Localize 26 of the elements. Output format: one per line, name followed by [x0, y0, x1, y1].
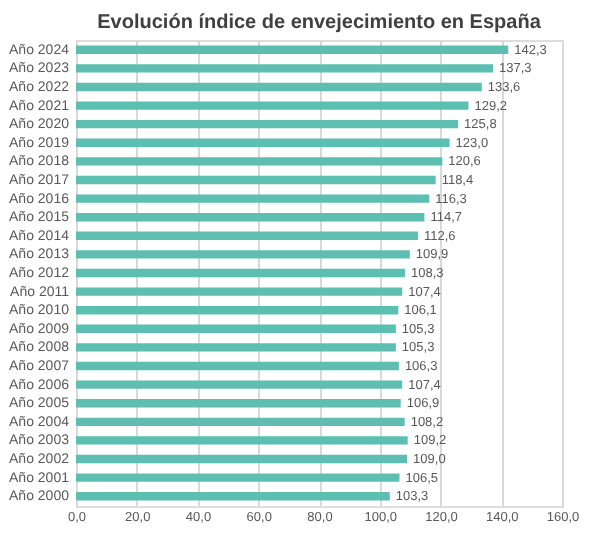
bar — [76, 157, 443, 166]
bar — [76, 175, 436, 185]
bar — [76, 324, 396, 333]
bar — [76, 268, 405, 278]
bar — [76, 231, 419, 240]
bar — [76, 417, 405, 427]
bar — [76, 250, 410, 259]
bar — [76, 343, 396, 352]
bar — [76, 436, 408, 445]
bar — [76, 45, 509, 54]
bar — [76, 194, 430, 203]
bar — [76, 119, 459, 129]
bar — [76, 361, 399, 371]
bar — [76, 492, 390, 501]
bar — [76, 306, 399, 315]
bar — [76, 454, 408, 464]
bar — [76, 473, 400, 482]
bar — [76, 82, 482, 92]
bar — [76, 64, 494, 73]
chart-title: Evolución índice de envejecimiento en España — [97, 12, 542, 34]
bar — [76, 213, 425, 222]
bar — [76, 399, 401, 408]
bar — [76, 287, 403, 296]
bar — [76, 138, 450, 147]
bar — [76, 101, 469, 110]
bar — [76, 380, 403, 389]
